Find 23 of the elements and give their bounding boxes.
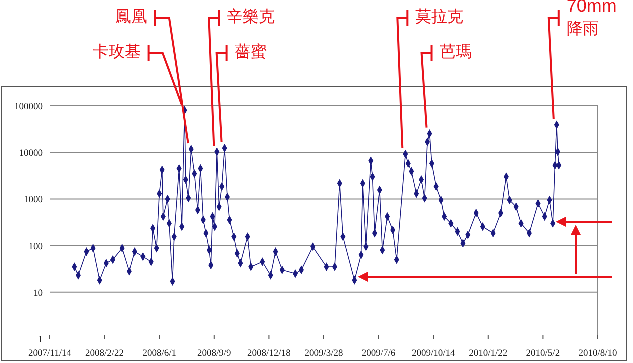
y-tick-label: 10 [34, 288, 44, 299]
x-tick-label: 2009/3/28 [304, 349, 344, 359]
annotation: 辛樂克 [227, 8, 276, 26]
annotation: 芭瑪 [440, 43, 472, 61]
y-tick-label: 10000 [19, 149, 44, 160]
x-tick-label: 2008/2/22 [86, 349, 124, 359]
annotation: 卡玫基 [92, 43, 141, 61]
annotation: 莫拉克 [416, 8, 464, 26]
x-tick-label: 2009/10/14 [412, 349, 456, 359]
x-tick-label: 2007/11/14 [28, 349, 72, 359]
annotation: 薔蜜 [234, 43, 267, 61]
y-tick-label: 100 [28, 242, 44, 252]
x-tick-label: 2010/1/22 [469, 349, 508, 359]
x-tick-label: 2010/8/10 [578, 349, 618, 359]
x-tick-label: 2008/9/9 [198, 349, 232, 359]
x-tick-label: 2009/7/6 [362, 349, 396, 359]
y-tick-label: 1000 [24, 196, 44, 206]
y-tick-label: 1 [38, 336, 44, 346]
x-tick-label: 2008/12/18 [248, 349, 292, 359]
x-tick-label: 2008/6/1 [142, 349, 177, 359]
annotation: 鳳凰 [115, 9, 148, 26]
y-tick-label: 100000 [14, 102, 44, 112]
x-tick-label: 2010/5/2 [526, 349, 560, 359]
